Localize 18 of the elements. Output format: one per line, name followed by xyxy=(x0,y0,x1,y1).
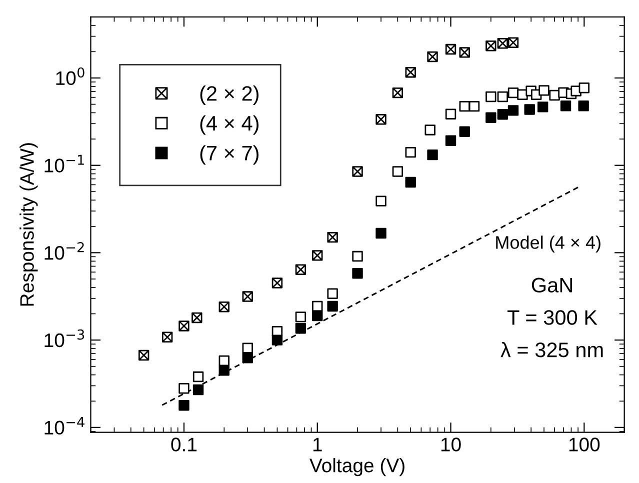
legend-label: (4 × 4) xyxy=(200,115,258,135)
x-tick-label: 10 xyxy=(441,438,461,452)
y-tick-label: 10$^{0}$ xyxy=(56,67,84,86)
legend-label: (7 × 7) xyxy=(200,145,258,165)
x-tick-label: 1 xyxy=(313,438,322,452)
annotation: GaN xyxy=(532,278,572,292)
legend-label: (2 × 2) xyxy=(200,86,258,105)
y-axis-title: Responsivity (A/W) xyxy=(20,143,38,306)
annotation: T = 300 K xyxy=(507,310,598,325)
annotation: λ = 325 nm xyxy=(500,342,603,358)
y-tick-label: 10$^{−2}$ xyxy=(44,242,84,260)
y-tick-label: 10$^{−4}$ xyxy=(44,416,84,435)
series-label: Model (4 × 4) xyxy=(496,236,600,252)
x-tick-label: 0.1 xyxy=(171,438,197,452)
y-tick-label: 10$^{−1}$ xyxy=(44,154,84,172)
x-axis-title: Voltage (V) xyxy=(310,458,404,476)
y-tick-label: 10$^{−3}$ xyxy=(44,329,84,348)
x-tick-label: 100 xyxy=(569,438,600,452)
